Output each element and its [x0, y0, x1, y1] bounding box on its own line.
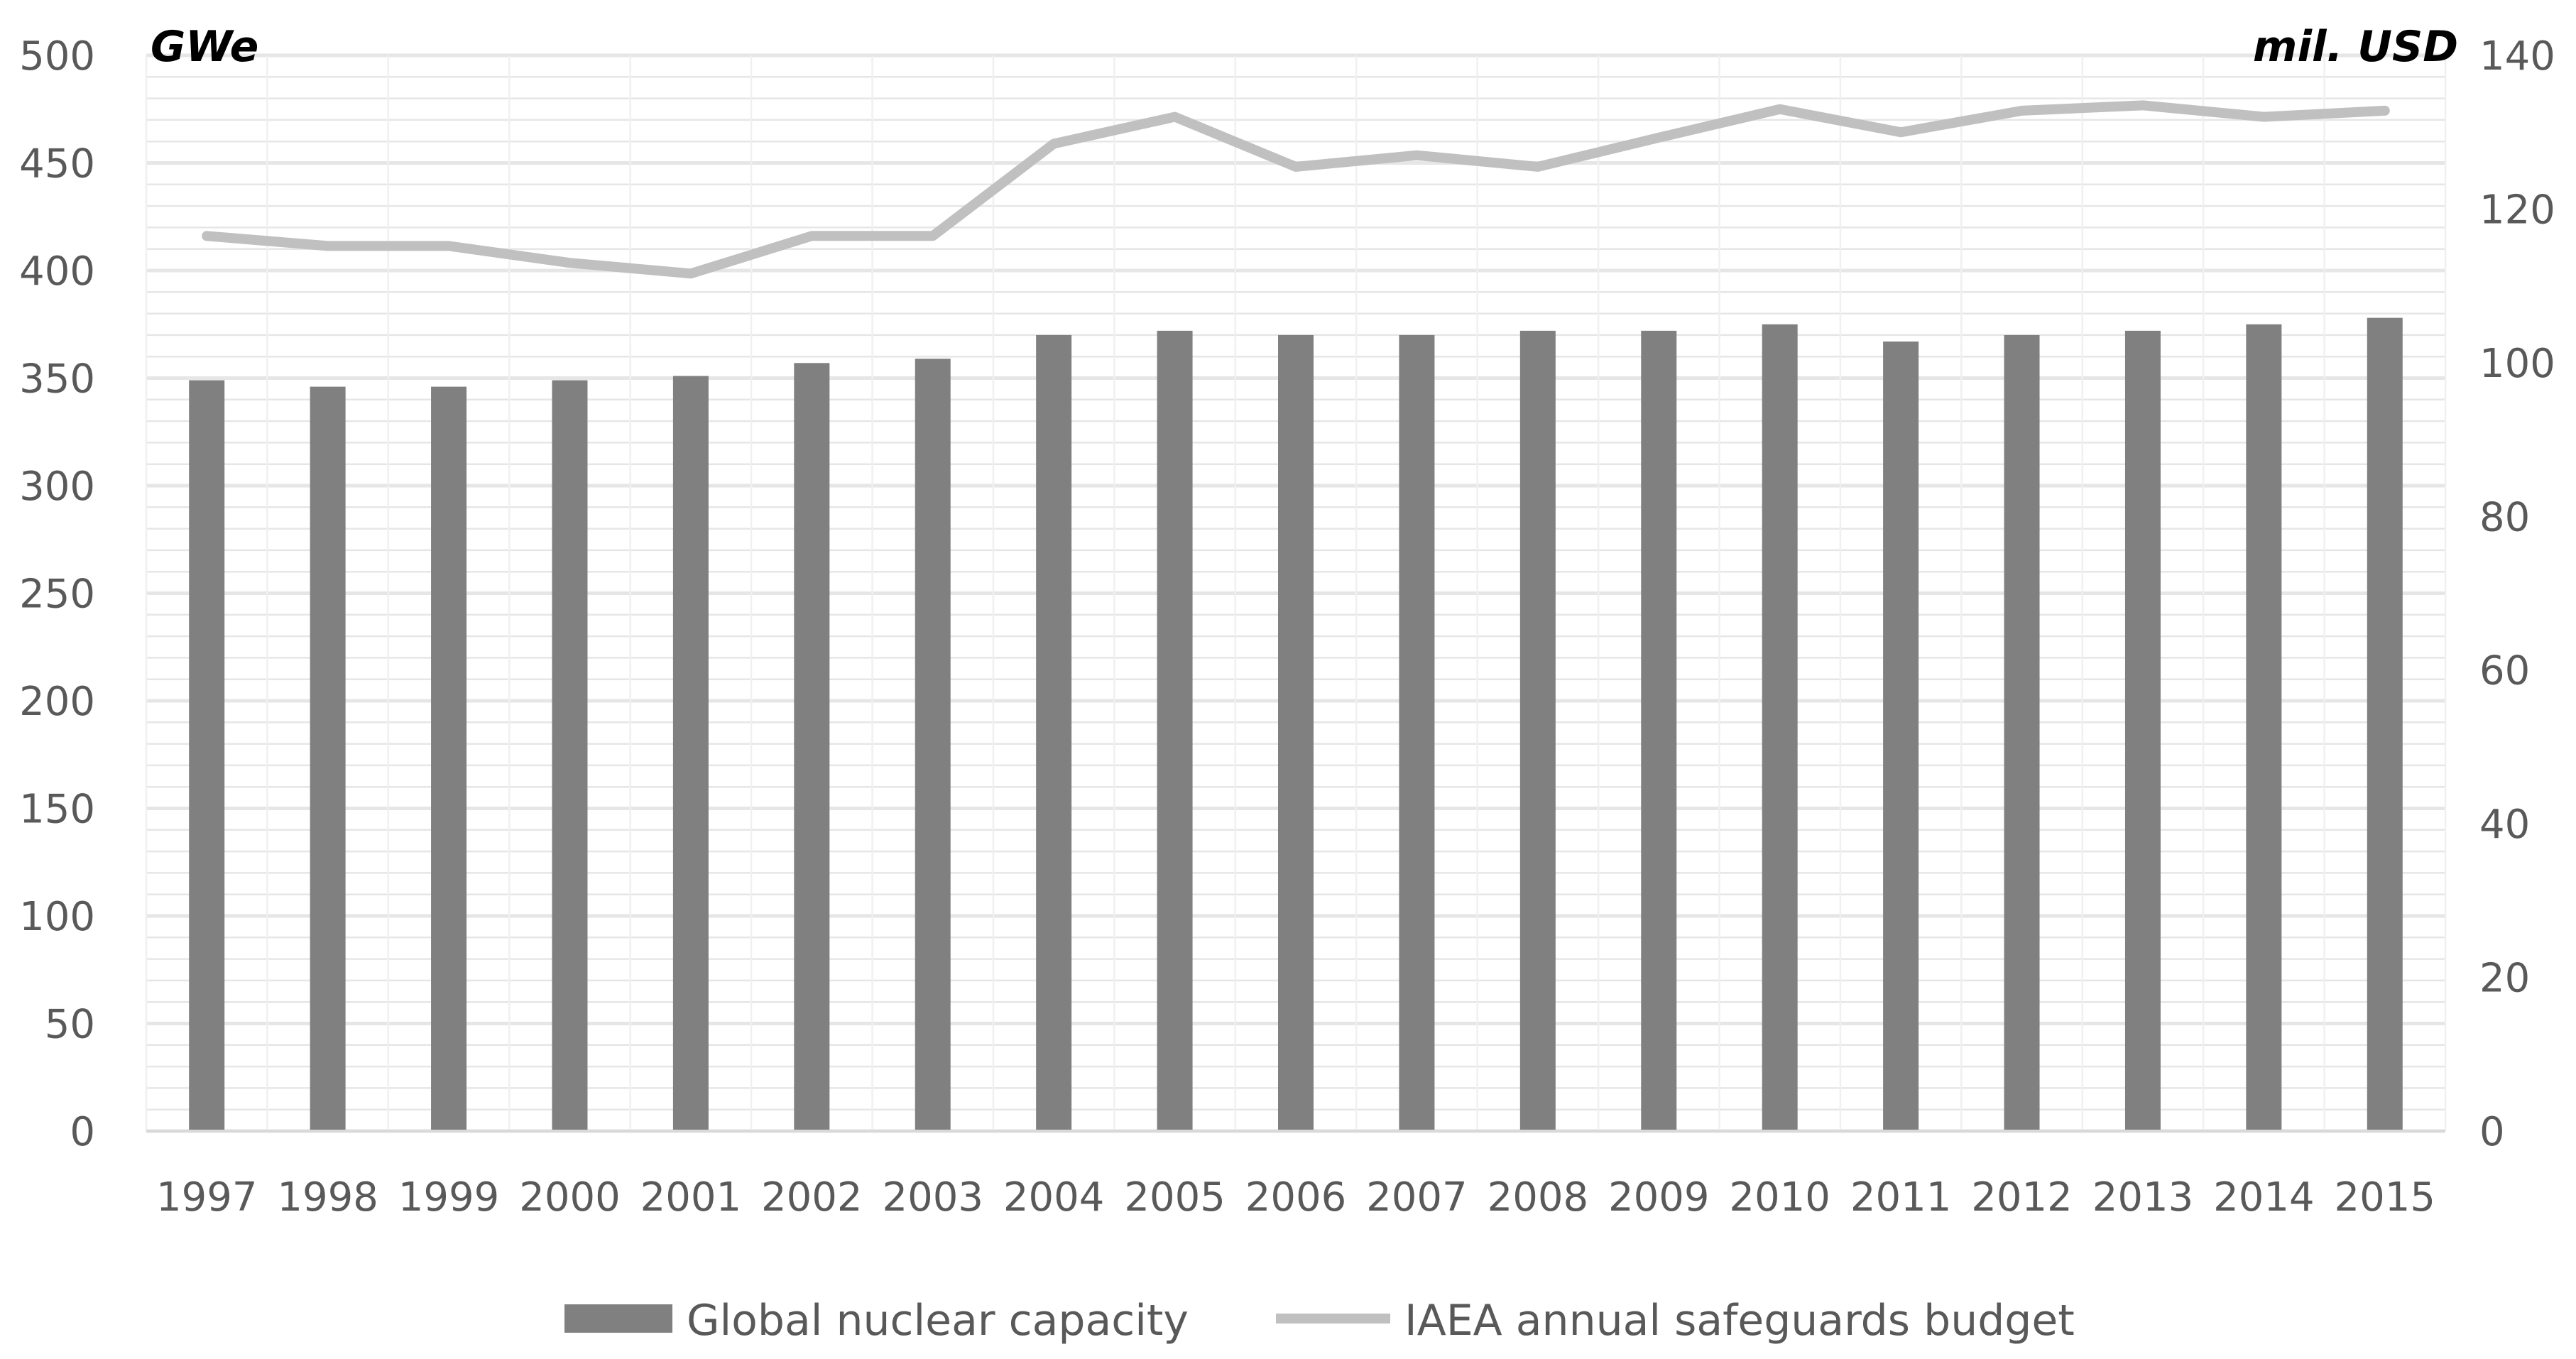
- left-tick-label: 500: [19, 33, 95, 80]
- right-tick-label: 140: [2479, 33, 2555, 80]
- right-tick-label: 120: [2479, 187, 2555, 233]
- bar-2005: [1157, 330, 1193, 1132]
- x-tick-label: 2010: [1729, 1174, 1830, 1221]
- x-tick-label: 2012: [1971, 1174, 2073, 1221]
- x-axis-ticks: 1997 1998 1999 2000 2001 2002 2003 2004 2005 2006…: [156, 1174, 2435, 1221]
- budget-line: [202, 100, 2390, 279]
- left-tick-label: 350: [19, 356, 95, 403]
- x-tick-label: 2015: [2335, 1174, 2436, 1221]
- bar-series-global-nuclear-capacity: [189, 317, 2403, 1132]
- x-tick-label: 2001: [640, 1174, 742, 1221]
- bar-2010: [1762, 324, 1798, 1131]
- legend-label-global-nuclear-capacity: Global nuclear capacity: [687, 1296, 1189, 1346]
- bar-2003: [915, 359, 951, 1132]
- x-tick-label: 1999: [398, 1174, 500, 1221]
- x-tick-label: 1998: [277, 1174, 378, 1221]
- x-tick-label: 1997: [156, 1174, 258, 1221]
- x-tick-label: 2005: [1124, 1174, 1226, 1221]
- left-tick-label: 200: [19, 679, 95, 725]
- x-tick-label: 2014: [2213, 1174, 2315, 1221]
- bar-2008: [1519, 330, 1556, 1132]
- left-tick-label: 250: [19, 572, 95, 618]
- bar-2011: [1883, 341, 1919, 1131]
- bar-2000: [552, 380, 588, 1131]
- x-tick-label: 2008: [1488, 1174, 1589, 1221]
- line-series-iaea-safeguards-budget: [202, 100, 2390, 279]
- x-tick-label: 2004: [1003, 1174, 1105, 1221]
- left-axis-ticks: 0 50 100 150 200 250 300 350 400 450 500: [19, 33, 95, 1155]
- x-tick-label: 2007: [1366, 1174, 1468, 1221]
- bar-1999: [431, 386, 467, 1131]
- x-tick-label: 2009: [1608, 1174, 1710, 1221]
- right-tick-label: 60: [2479, 648, 2530, 694]
- left-tick-label: 300: [19, 464, 95, 510]
- right-axis-unit-label: mil. USD: [2253, 22, 2458, 72]
- x-tick-label: 2006: [1245, 1174, 1347, 1221]
- left-tick-label: 100: [19, 894, 95, 940]
- bar-2009: [1641, 330, 1677, 1132]
- bar-2004: [1036, 334, 1072, 1131]
- bar-2006: [1278, 334, 1314, 1131]
- legend-label-iaea-safeguards-budget: IAEA annual safeguards budget: [1404, 1296, 2075, 1346]
- x-tick-label: 2003: [882, 1174, 983, 1221]
- right-tick-label: 100: [2479, 341, 2555, 387]
- x-tick-label: 2000: [519, 1174, 621, 1221]
- legend: Global nuclear capacity IAEA annual safe…: [564, 1296, 2075, 1346]
- left-tick-label: 450: [19, 141, 95, 187]
- bar-2007: [1399, 334, 1435, 1131]
- bar-2015: [2367, 317, 2403, 1131]
- left-tick-label: 0: [70, 1109, 95, 1155]
- x-tick-label: 2002: [761, 1174, 863, 1221]
- bar-2014: [2246, 324, 2282, 1131]
- left-tick-label: 400: [19, 249, 95, 295]
- legend-swatch-bar: [564, 1304, 672, 1333]
- bar-2002: [794, 363, 830, 1131]
- bar-1998: [310, 386, 346, 1131]
- left-tick-label: 150: [19, 787, 95, 833]
- x-tick-label: 2011: [1850, 1174, 1952, 1221]
- bar-2012: [2004, 334, 2040, 1131]
- left-axis-unit-label: GWe: [151, 22, 258, 72]
- right-axis-ticks: 0 20 40 60 80 100 120 140: [2479, 33, 2555, 1155]
- right-tick-label: 80: [2479, 494, 2530, 540]
- x-tick-label: 2013: [2092, 1174, 2194, 1221]
- bar-2001: [672, 376, 709, 1131]
- right-tick-label: 20: [2479, 956, 2530, 1002]
- bar-2013: [2124, 330, 2161, 1132]
- right-tick-label: 0: [2479, 1109, 2505, 1155]
- bar-1997: [189, 380, 225, 1131]
- left-tick-label: 50: [45, 1002, 95, 1048]
- right-tick-label: 40: [2479, 802, 2530, 848]
